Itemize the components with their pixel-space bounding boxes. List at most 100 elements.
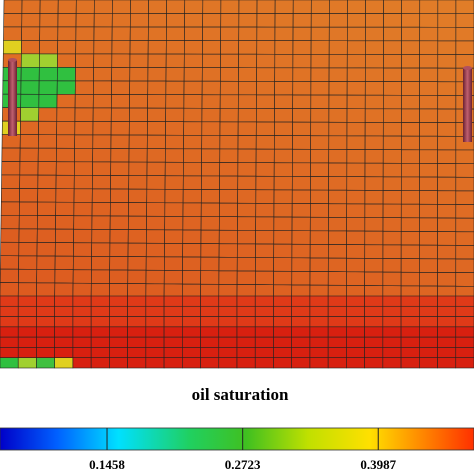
grid-cell (328, 216, 347, 232)
front-cell (455, 336, 474, 348)
grid-cell (0, 241, 20, 257)
grid-cell (400, 231, 420, 246)
grid-cell (347, 26, 366, 42)
front-cell (127, 305, 147, 317)
grid-cell (111, 40, 131, 55)
grid-cell (165, 134, 184, 150)
grid-cell (3, 0, 23, 14)
grid-cell (36, 282, 56, 297)
grid-cell (184, 40, 203, 55)
grid-cell (184, 13, 204, 28)
grid-cell (291, 176, 311, 191)
grid-cell (310, 108, 330, 123)
front-cell (218, 357, 238, 369)
grid-cell (57, 40, 77, 55)
grid-cell (146, 215, 166, 231)
grid-cell (346, 81, 366, 96)
grid-cell (92, 161, 112, 176)
grid-cell (219, 121, 239, 136)
grid-cell (73, 228, 93, 244)
grid-cell (129, 40, 149, 55)
front-cell (182, 305, 201, 317)
grid-cell (310, 162, 330, 177)
grid-cell (36, 255, 56, 270)
grid-cell (20, 80, 40, 95)
grid-cell (110, 134, 130, 149)
front-cell (291, 305, 311, 317)
front-cell (90, 295, 110, 307)
grid-cell (273, 216, 293, 231)
grid-cell (163, 270, 183, 285)
grid-cell (291, 216, 311, 232)
grid-cell (365, 0, 384, 14)
grid-cell (147, 121, 166, 136)
grid-cell (19, 161, 39, 176)
grid-cell (437, 95, 457, 110)
grid-cell (328, 176, 348, 191)
front-cell (200, 316, 220, 328)
grid-cell (56, 94, 76, 109)
grid-cell (255, 121, 275, 136)
grid-cell (19, 174, 39, 189)
grid-cell (437, 217, 457, 233)
grid-cell (364, 108, 384, 123)
grid-cell (455, 40, 474, 55)
grid-cell (200, 229, 220, 244)
front-cell (17, 305, 37, 317)
front-cell (72, 347, 92, 359)
grid-cell (310, 13, 330, 28)
grid-cell (419, 81, 439, 96)
grid-cell (437, 13, 457, 28)
grid-cell (182, 229, 202, 244)
front-cell (400, 336, 420, 348)
grid-cell (419, 190, 438, 205)
grid-cell (255, 189, 275, 204)
grid-cell (183, 134, 203, 150)
front-cell (437, 305, 457, 317)
grid-cell (292, 40, 312, 55)
grid-cell (183, 148, 202, 163)
grid-cell (146, 175, 166, 190)
front-cell (455, 347, 474, 359)
grid-cell (183, 67, 203, 82)
grid-cell (200, 202, 220, 217)
front-cell (254, 326, 274, 338)
grid-cell (19, 134, 39, 149)
grid-cell (346, 121, 366, 137)
grid-cell (310, 149, 330, 164)
grid-cell (54, 242, 74, 257)
front-cell (182, 336, 201, 348)
grid-cell (164, 256, 183, 271)
grid-cell (36, 215, 56, 230)
well-top (463, 66, 472, 70)
grid-cell (400, 244, 420, 259)
grid-cell (274, 108, 293, 123)
grid-cell (383, 67, 402, 82)
grid-cell (256, 94, 275, 109)
grid-cell (111, 67, 131, 82)
grid-cell (256, 0, 276, 14)
grid-cell (166, 0, 186, 14)
front-cell (236, 326, 256, 338)
grid-cell (238, 53, 258, 69)
grid-cell (218, 243, 238, 258)
grid-cell (455, 176, 474, 192)
grid-cell (92, 148, 112, 163)
front-cell (291, 347, 311, 359)
grid-cell (129, 80, 149, 95)
front-cell (54, 357, 74, 369)
grid-block (0, 0, 474, 369)
grid-cell (20, 107, 40, 122)
grid-cell (328, 244, 347, 259)
front-cell (182, 295, 201, 307)
grid-cell (327, 257, 347, 273)
grid-cell (346, 149, 366, 164)
grid-cell (419, 258, 438, 273)
front-cell (346, 336, 365, 348)
grid-cell (292, 162, 311, 177)
grid-cell (37, 201, 57, 216)
grid-cell (92, 121, 112, 136)
front-cell (109, 305, 128, 317)
grid-cell (274, 26, 294, 41)
grid-cell (364, 149, 384, 164)
